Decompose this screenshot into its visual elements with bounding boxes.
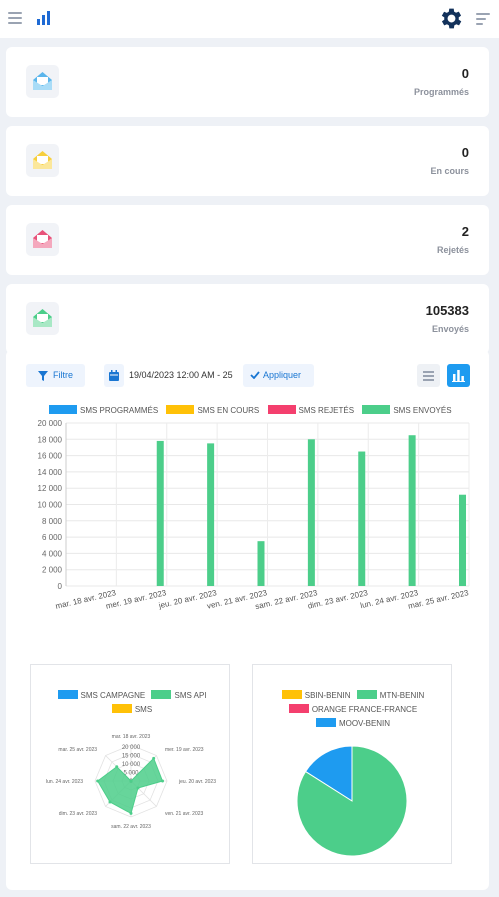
radar-point: [115, 765, 119, 769]
date-range-value[interactable]: 19/04/2023 12:00 AM - 25: [129, 370, 233, 380]
pie-legend: SBIN-BENIN MTN-BENIN ORANGE FRANCE-FRANC…: [259, 689, 447, 731]
stat-label: En cours: [430, 166, 469, 176]
y-tick-label: 10 000: [38, 501, 63, 510]
filter-label: Filtre: [53, 370, 73, 380]
legend-item[interactable]: SMS PROGRAMMÉS: [49, 405, 158, 415]
calendar-icon[interactable]: [104, 364, 124, 387]
pie-chart: [296, 745, 408, 857]
list-view-button[interactable]: [417, 364, 440, 387]
radar-point: [152, 756, 156, 760]
y-tick-label: 14 000: [38, 468, 63, 477]
radar-category-label: jeu. 20 avr. 2023: [178, 779, 216, 785]
legend-item[interactable]: MTN-BENIN: [356, 690, 424, 700]
legend-item[interactable]: SBIN-BENIN: [281, 690, 351, 700]
bar-chart: 20 000 18 000 16 000 14 000 12 000 10 000 8 00…: [38, 419, 470, 611]
funnel-icon: [38, 371, 48, 381]
radar-tick-label: 5 000: [123, 771, 139, 777]
radar-tick-label: 15 000: [122, 754, 141, 760]
envelope-icon: [26, 302, 59, 335]
radar-category-label: mar. 25 avr. 2023: [58, 747, 97, 753]
radar-tick-label: 10 000: [122, 762, 141, 768]
radar-legend: SMS CAMPAGNE SMS API SMS: [57, 689, 207, 717]
bar: [156, 440, 164, 586]
radar-point: [161, 779, 164, 783]
radar-category-label: lun. 24 avr. 2023: [46, 779, 83, 785]
bar: [358, 451, 366, 586]
envelope-icon: [26, 65, 59, 98]
radar-category-label: mar. 18 avr. 2023: [112, 734, 151, 740]
stat-card-en-cours: 0 En cours: [6, 126, 489, 196]
y-tick-label: 8 000: [42, 517, 63, 526]
stat-value: 2: [461, 224, 469, 239]
y-tick-label: 12 000: [38, 484, 63, 493]
apply-label: Appliquer: [263, 370, 302, 380]
y-tick-label: 2 000: [42, 566, 63, 575]
radar-point: [129, 779, 133, 783]
y-tick-label: 0: [58, 582, 63, 591]
bar-chart-icon[interactable]: [36, 11, 52, 25]
stat-value: 0: [461, 145, 469, 160]
radar-chart-box: SMS CAMPAGNE SMS API SMS 20 000 15 000 10 …: [30, 664, 230, 864]
radar-category-label: ven. 21 avr. 2023: [165, 811, 204, 817]
legend-item[interactable]: SMS ENVOYÉS: [362, 405, 452, 415]
legend-item[interactable]: SMS REJETÉS: [267, 405, 354, 415]
stat-card-rejetes: 2 Rejetés: [6, 205, 489, 275]
y-tick-label: 4 000: [42, 549, 63, 558]
radar-category-label: sam. 22 avr. 2023: [111, 824, 151, 830]
radar-point: [129, 811, 133, 815]
check-icon: [250, 371, 260, 379]
y-tick-label: 16 000: [38, 452, 63, 461]
chart-view-button[interactable]: [447, 364, 470, 387]
radar-category-label: dim. 23 avr. 2023: [59, 811, 98, 817]
bar: [307, 439, 315, 586]
stat-card-programmes: 0 Programmés: [6, 47, 489, 117]
envelope-icon: [26, 144, 59, 177]
top-bar: [0, 0, 499, 38]
radar-point: [96, 779, 100, 783]
radar-tick-label: 20 000: [122, 745, 141, 751]
gear-icon[interactable]: [438, 5, 465, 32]
pie-slice: [304, 745, 353, 802]
radar-category-label: mer. 19 avr. 2023: [165, 747, 204, 753]
legend-item[interactable]: SMS: [111, 704, 152, 714]
pie-slice: [296, 745, 408, 857]
stat-label: Envoyés: [431, 324, 469, 334]
radar-point: [136, 786, 140, 790]
stat-value: 0: [461, 66, 469, 81]
y-tick-label: 20 000: [38, 419, 63, 428]
bar-chart-legend: SMS PROGRAMMÉS SMS EN COURS SMS REJETÉS …: [49, 405, 452, 415]
bar: [459, 494, 466, 586]
y-tick-label: 6 000: [42, 533, 63, 542]
stat-label: Rejetés: [436, 245, 469, 255]
legend-item[interactable]: SMS CAMPAGNE: [57, 690, 145, 700]
legend-item[interactable]: SMS EN COURS: [166, 405, 259, 415]
bar: [207, 443, 215, 586]
pie-chart-box: SBIN-BENIN MTN-BENIN ORANGE FRANCE-FRANC…: [252, 664, 452, 864]
bar: [257, 541, 265, 586]
y-tick-label: 18 000: [38, 435, 63, 444]
filter-button[interactable]: Filtre: [26, 364, 85, 387]
bar: [408, 435, 416, 586]
charts-panel: Filtre 19/04/2023 12:00 AM - 25 Applique…: [6, 350, 489, 890]
bar-chart-icon: [452, 370, 465, 382]
stat-label: Programmés: [413, 87, 469, 97]
stat-value: 105383: [425, 303, 469, 318]
menu-lines-icon[interactable]: [476, 13, 490, 25]
stat-card-envoyes: 105383 Envoyés: [6, 284, 489, 354]
date-range-input[interactable]: 19/04/2023 12:00 AM - 25: [104, 364, 237, 387]
radar-point: [108, 800, 112, 804]
legend-item[interactable]: MOOV-BENIN: [315, 718, 390, 728]
hamburger-icon[interactable]: [8, 12, 22, 24]
envelope-icon: [26, 223, 59, 256]
apply-button[interactable]: Appliquer: [243, 364, 314, 387]
legend-item[interactable]: SMS API: [151, 690, 207, 700]
legend-item[interactable]: ORANGE FRANCE-FRANCE: [288, 704, 417, 714]
